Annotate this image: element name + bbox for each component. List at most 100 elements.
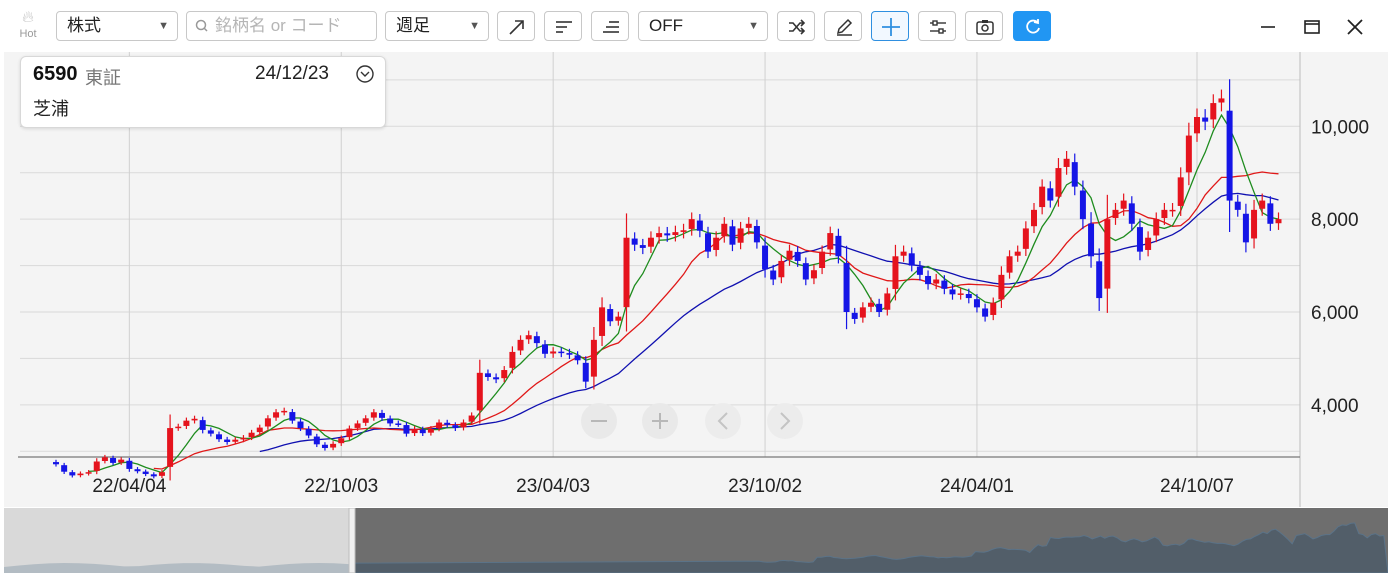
candle-body [444,422,451,425]
candle-body [216,434,222,440]
maximize-button[interactable] [1298,13,1326,41]
candle [53,459,59,467]
candle [1031,203,1037,234]
candle [1088,212,1095,268]
candle [550,347,557,358]
candle [859,302,866,323]
candle [1234,194,1241,217]
candle-body [753,226,760,243]
minimize-button[interactable] [1254,13,1282,41]
zoom-controls [581,403,803,439]
candle-body [370,412,377,418]
price-chart[interactable]: 10,000 8,000 6,000 4,000 22/04/04 22/10/03 23… [4,52,1388,507]
candle [207,427,214,437]
candle-body [1112,209,1119,219]
candle [908,247,915,272]
candle [688,212,695,236]
candle-body [729,226,736,245]
candle [264,415,271,430]
candle-body [778,260,785,278]
candle-body [664,233,671,236]
candle-body [1088,223,1095,257]
navigator-handle[interactable] [348,508,356,573]
candle [321,442,328,451]
candle-body [916,266,923,275]
candle [1055,158,1062,207]
candle-body [150,474,157,477]
candle [248,429,255,441]
zoom-in-button[interactable] [642,403,678,439]
candle [566,348,573,359]
crosshair-button[interactable] [871,11,909,41]
candle-body [1145,237,1152,250]
settings-button[interactable] [918,11,956,41]
screenshot-button[interactable] [965,11,1003,41]
candle-body [1169,209,1176,212]
navigator[interactable] [4,508,1388,573]
candle [664,226,671,242]
scroll-right-button[interactable] [767,403,803,439]
security-type-select[interactable]: 株式 ▼ [56,11,178,41]
toolbar: 🔥︎ Hot 株式 ▼ 銘柄名 or コード 週足 ▼ OFF ▼ [0,0,1392,52]
candle-body [61,465,68,472]
candle-body [53,462,59,465]
candle [354,420,361,431]
compare-select[interactable]: OFF ▼ [638,11,768,41]
candle-body [647,237,654,247]
candle-body [941,280,948,289]
candle-body [167,428,174,467]
x-tick-label: 24/04/01 [940,476,1014,497]
candle [1161,203,1168,225]
close-button[interactable] [1341,13,1369,41]
candle-body [411,429,418,434]
shuffle-button[interactable] [777,11,815,41]
candle [892,244,899,301]
candle-body [1242,213,1249,243]
y-axis: 10,000 8,000 6,000 4,000 [1311,117,1369,417]
candle-body [142,471,149,475]
candle [501,366,508,383]
hot-button[interactable]: 🔥︎ Hot [12,8,44,46]
candle [493,373,500,384]
candle [753,219,760,249]
candle-body [183,420,190,426]
candle [118,457,125,465]
candle [1006,250,1013,279]
candle [1145,231,1152,257]
chevron-down-circle-icon[interactable] [355,64,375,89]
candle-body [191,418,198,421]
minimize-icon [1261,26,1275,28]
candle-body [599,307,606,336]
candle [101,454,108,464]
candle [224,436,231,445]
candle-body [313,436,320,445]
candle-body [85,472,92,474]
zoom-out-button[interactable] [581,403,617,439]
candle [1169,203,1176,217]
scroll-left-button[interactable] [705,403,741,439]
symbol-search-input[interactable]: 銘柄名 or コード [186,11,377,41]
align-right-button[interactable] [591,11,629,41]
candle [191,415,198,424]
candle [778,254,785,284]
candle-body [737,228,744,243]
align-left-button[interactable] [544,11,582,41]
symbol-market: 東証 [85,68,121,88]
candle [370,409,377,421]
candle-body [273,412,280,418]
candle [85,470,92,476]
refresh-button[interactable] [1013,11,1051,41]
refresh-icon [1026,19,1040,34]
candle-body [1120,200,1127,209]
navigator-area [354,522,1388,573]
candle-body [533,336,540,344]
draw-button[interactable] [824,11,862,41]
candle [476,359,483,424]
candle-body [957,293,964,295]
trendline-button[interactable] [497,11,535,41]
candle-body [745,223,752,228]
period-select[interactable]: 週足 ▼ [385,11,489,41]
candle [403,422,410,437]
navigator-overview[interactable] [4,508,1388,573]
candle-body [639,245,646,248]
